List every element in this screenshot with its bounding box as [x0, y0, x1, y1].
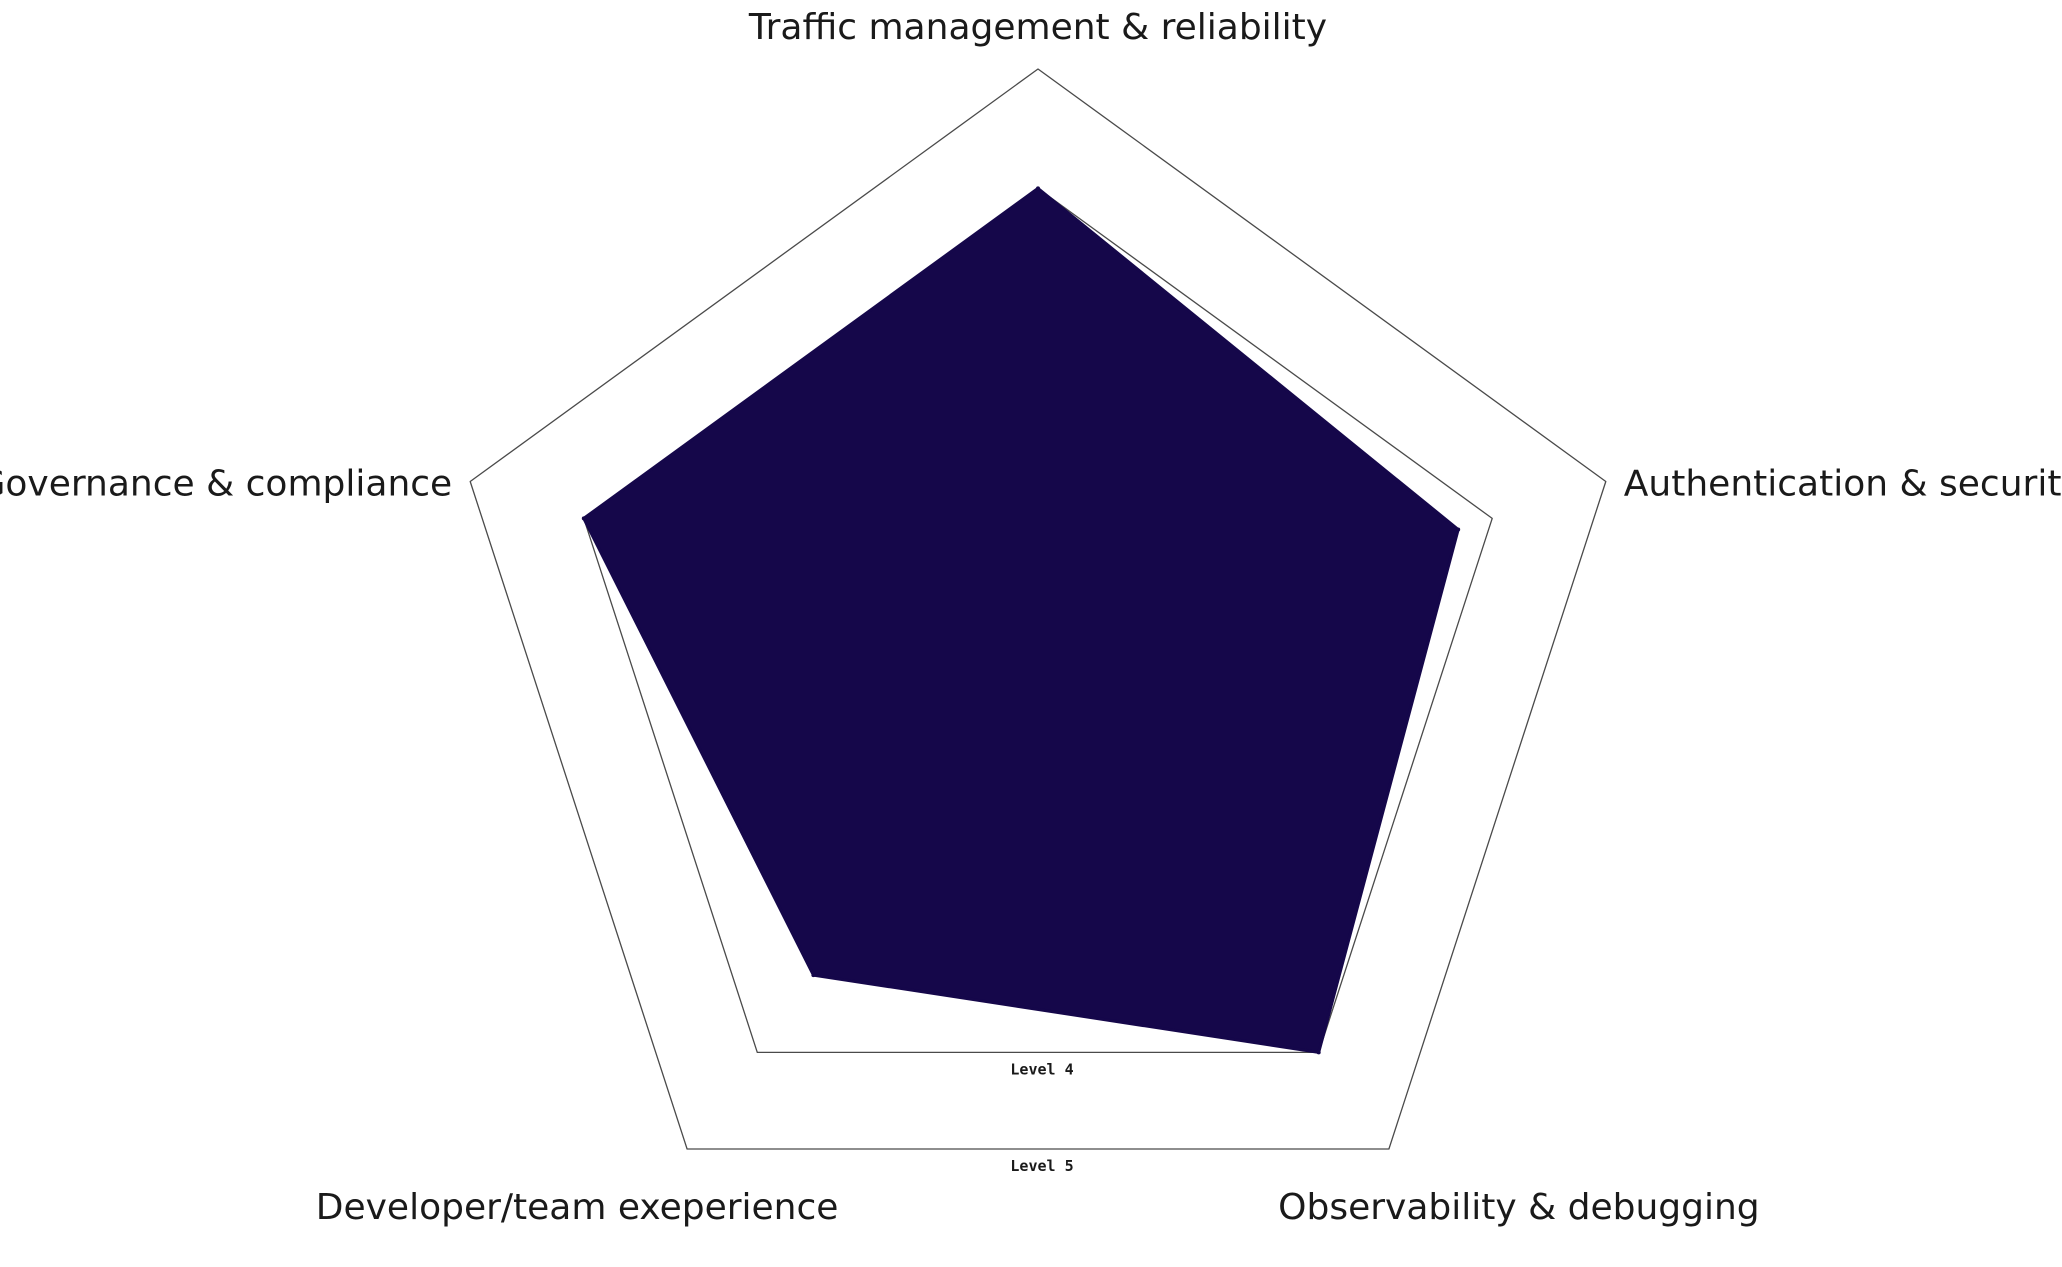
axis-label: Governance & compliance: [0, 464, 452, 505]
radar-point: [811, 973, 816, 978]
radar-data-layer: [581, 186, 1461, 1055]
level-labels: Level 4 Level 5: [1010, 1060, 1073, 1175]
level-label: Level 5: [1010, 1157, 1073, 1175]
radar-point: [1036, 186, 1040, 191]
axis-label: Observability & debugging: [1278, 1187, 1760, 1228]
axis-label: Traffic management & reliability: [748, 7, 1327, 48]
radar-point: [1456, 527, 1461, 532]
axis-label: Developer/team exeperience: [316, 1187, 839, 1228]
radar-area-series-0: [582, 186, 1460, 1054]
axis-label: Authentication & security: [1624, 464, 2062, 505]
radar-point: [581, 516, 586, 521]
grid-ring-level-5: [469, 68, 1607, 1150]
radar-point: [1316, 1050, 1321, 1055]
level-label: Level 4: [1010, 1060, 1073, 1078]
axis-labels: Traffic management & reliability Authenti…: [0, 7, 2062, 1228]
